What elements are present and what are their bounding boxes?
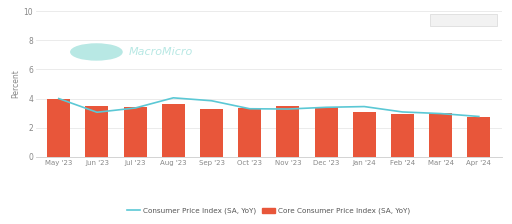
Bar [200, 109, 223, 157]
Bar [124, 107, 146, 157]
Bar [353, 112, 376, 157]
Bar [391, 114, 414, 157]
Text: MacroMicro: MacroMicro [129, 47, 193, 57]
Bar [238, 108, 261, 157]
Bar [47, 99, 70, 157]
Circle shape [71, 44, 122, 60]
Bar [276, 106, 300, 157]
Bar [315, 107, 337, 157]
Bar [467, 117, 490, 157]
FancyBboxPatch shape [430, 14, 497, 26]
Bar [162, 104, 185, 157]
Y-axis label: Percent: Percent [12, 70, 20, 98]
Bar [429, 113, 452, 157]
Legend: Consumer Price Index (SA, YoY), Core Consumer Price Index (SA, YoY): Consumer Price Index (SA, YoY), Core Con… [124, 205, 413, 217]
Bar [86, 106, 109, 157]
